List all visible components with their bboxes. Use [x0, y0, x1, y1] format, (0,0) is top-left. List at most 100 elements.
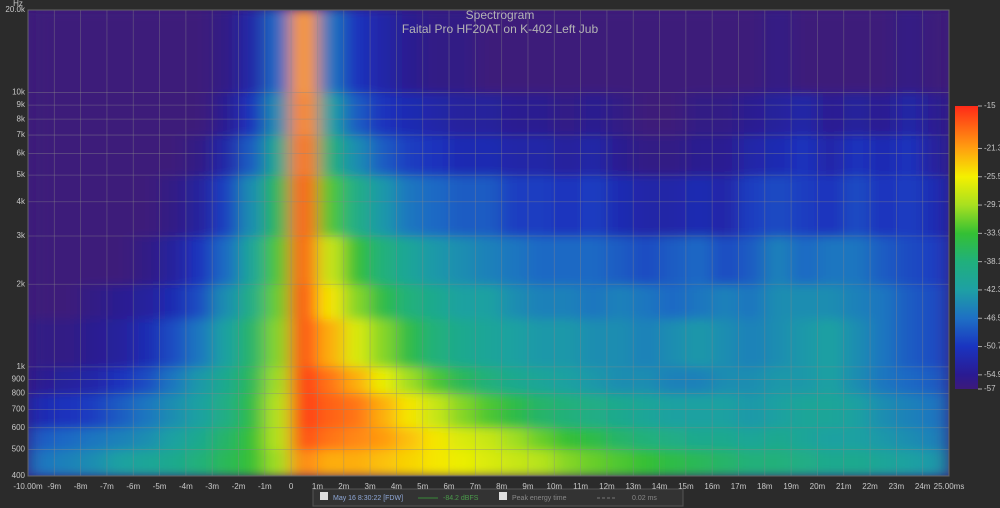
heatmap-cell — [185, 366, 213, 394]
heatmap-cell — [737, 134, 766, 176]
heatmap-cell — [211, 174, 240, 237]
heatmap-cell — [501, 10, 529, 94]
heatmap-cell — [659, 92, 687, 136]
heatmap — [28, 10, 949, 476]
heatmap-cell — [501, 134, 529, 176]
heatmap-cell — [553, 235, 582, 285]
y-tick-label: 2k — [17, 279, 26, 288]
heatmap-cell — [659, 318, 687, 368]
heatmap-cell — [685, 10, 713, 94]
heatmap-cell — [185, 318, 213, 368]
heatmap-cell — [737, 448, 766, 476]
heatmap-cell — [80, 10, 108, 94]
heatmap-cell — [501, 235, 529, 285]
y-tick-label: 4k — [17, 197, 26, 206]
heatmap-cell — [106, 174, 134, 237]
heatmap-cell — [264, 427, 292, 450]
heatmap-cell — [422, 392, 450, 429]
heatmap-cell — [869, 283, 897, 320]
heatmap-cell — [211, 92, 240, 136]
heatmap-cell — [869, 92, 897, 136]
x-tick-label: 5m — [417, 482, 428, 491]
heatmap-cell — [895, 318, 924, 368]
heatmap-cell — [527, 10, 555, 94]
heatmap-cell — [422, 283, 450, 320]
y-tick-label: 7k — [17, 130, 26, 139]
heatmap-cell — [869, 392, 897, 429]
heatmap-cell — [53, 235, 82, 285]
heatmap-cell — [290, 10, 318, 94]
heatmap-cell — [580, 366, 608, 394]
heatmap-cell — [369, 392, 397, 429]
heatmap-cell — [764, 366, 792, 394]
heatmap-cell — [869, 134, 897, 176]
heatmap-cell — [343, 283, 371, 320]
heatmap-cell — [106, 92, 134, 136]
heatmap-cell — [395, 318, 424, 368]
heatmap-cell — [737, 318, 766, 368]
checkbox[interactable] — [320, 492, 328, 500]
heatmap-cell — [685, 235, 713, 285]
heatmap-cell — [422, 427, 450, 450]
heatmap-cell — [211, 392, 240, 429]
heatmap-cell — [369, 427, 397, 450]
heatmap-cell — [290, 366, 318, 394]
heatmap-cell — [790, 366, 818, 394]
heatmap-cell — [606, 283, 634, 320]
heatmap-cell — [659, 10, 687, 94]
heatmap-cell — [711, 134, 739, 176]
heatmap-cell — [922, 235, 949, 285]
heatmap-cell — [711, 448, 739, 476]
heatmap-cell — [527, 392, 555, 429]
heatmap-cells — [28, 10, 949, 476]
heatmap-cell — [606, 366, 634, 394]
grid — [27, 9, 950, 477]
heatmap-cell — [685, 366, 713, 394]
checkbox[interactable] — [499, 492, 507, 500]
heatmap-cell — [869, 366, 897, 394]
heatmap-cell — [843, 318, 871, 368]
heatmap-cell — [132, 92, 161, 136]
heatmap-cell — [290, 318, 318, 368]
heatmap-cell — [843, 366, 871, 394]
heatmap-cell — [711, 318, 739, 368]
heatmap-cell — [343, 318, 371, 368]
x-tick-label: 16m — [704, 482, 720, 491]
heatmap-cell — [211, 283, 240, 320]
heatmap-cell — [816, 10, 845, 94]
heatmap-cell — [501, 366, 529, 394]
heatmap-cell — [843, 92, 871, 136]
heatmap-cell — [843, 174, 871, 237]
heatmap-cell — [922, 134, 949, 176]
heatmap-cell — [80, 235, 108, 285]
x-tick-label: 12m — [599, 482, 615, 491]
heatmap-cell — [816, 235, 845, 285]
heatmap-cell — [553, 283, 582, 320]
y-tick-label: 900 — [12, 375, 26, 384]
heatmap-cell — [185, 283, 213, 320]
heatmap-cell — [501, 318, 529, 368]
heatmap-cell — [580, 427, 608, 450]
x-tick-label: -3m — [205, 482, 219, 491]
heatmap-cell — [316, 283, 345, 320]
heatmap-cell — [632, 92, 661, 136]
heatmap-cell — [185, 392, 213, 429]
heatmap-cell — [106, 448, 134, 476]
colorbar-label: -42.3 — [984, 285, 1000, 294]
heatmap-cell — [290, 283, 318, 320]
heatmap-cell — [790, 318, 818, 368]
heatmap-cell — [106, 10, 134, 94]
x-tick-label: 23m — [889, 482, 905, 491]
heatmap-cell — [238, 283, 266, 320]
heatmap-cell — [28, 318, 55, 368]
heatmap-cell — [869, 10, 897, 94]
x-tick-label: 3m — [365, 482, 376, 491]
heatmap-cell — [343, 92, 371, 136]
y-tick-label: 500 — [12, 445, 26, 454]
heatmap-cell — [895, 448, 924, 476]
heatmap-cell — [395, 283, 424, 320]
heatmap-cell — [343, 10, 371, 94]
heatmap-cell — [53, 448, 82, 476]
heatmap-cell — [922, 366, 949, 394]
heatmap-cell — [659, 283, 687, 320]
